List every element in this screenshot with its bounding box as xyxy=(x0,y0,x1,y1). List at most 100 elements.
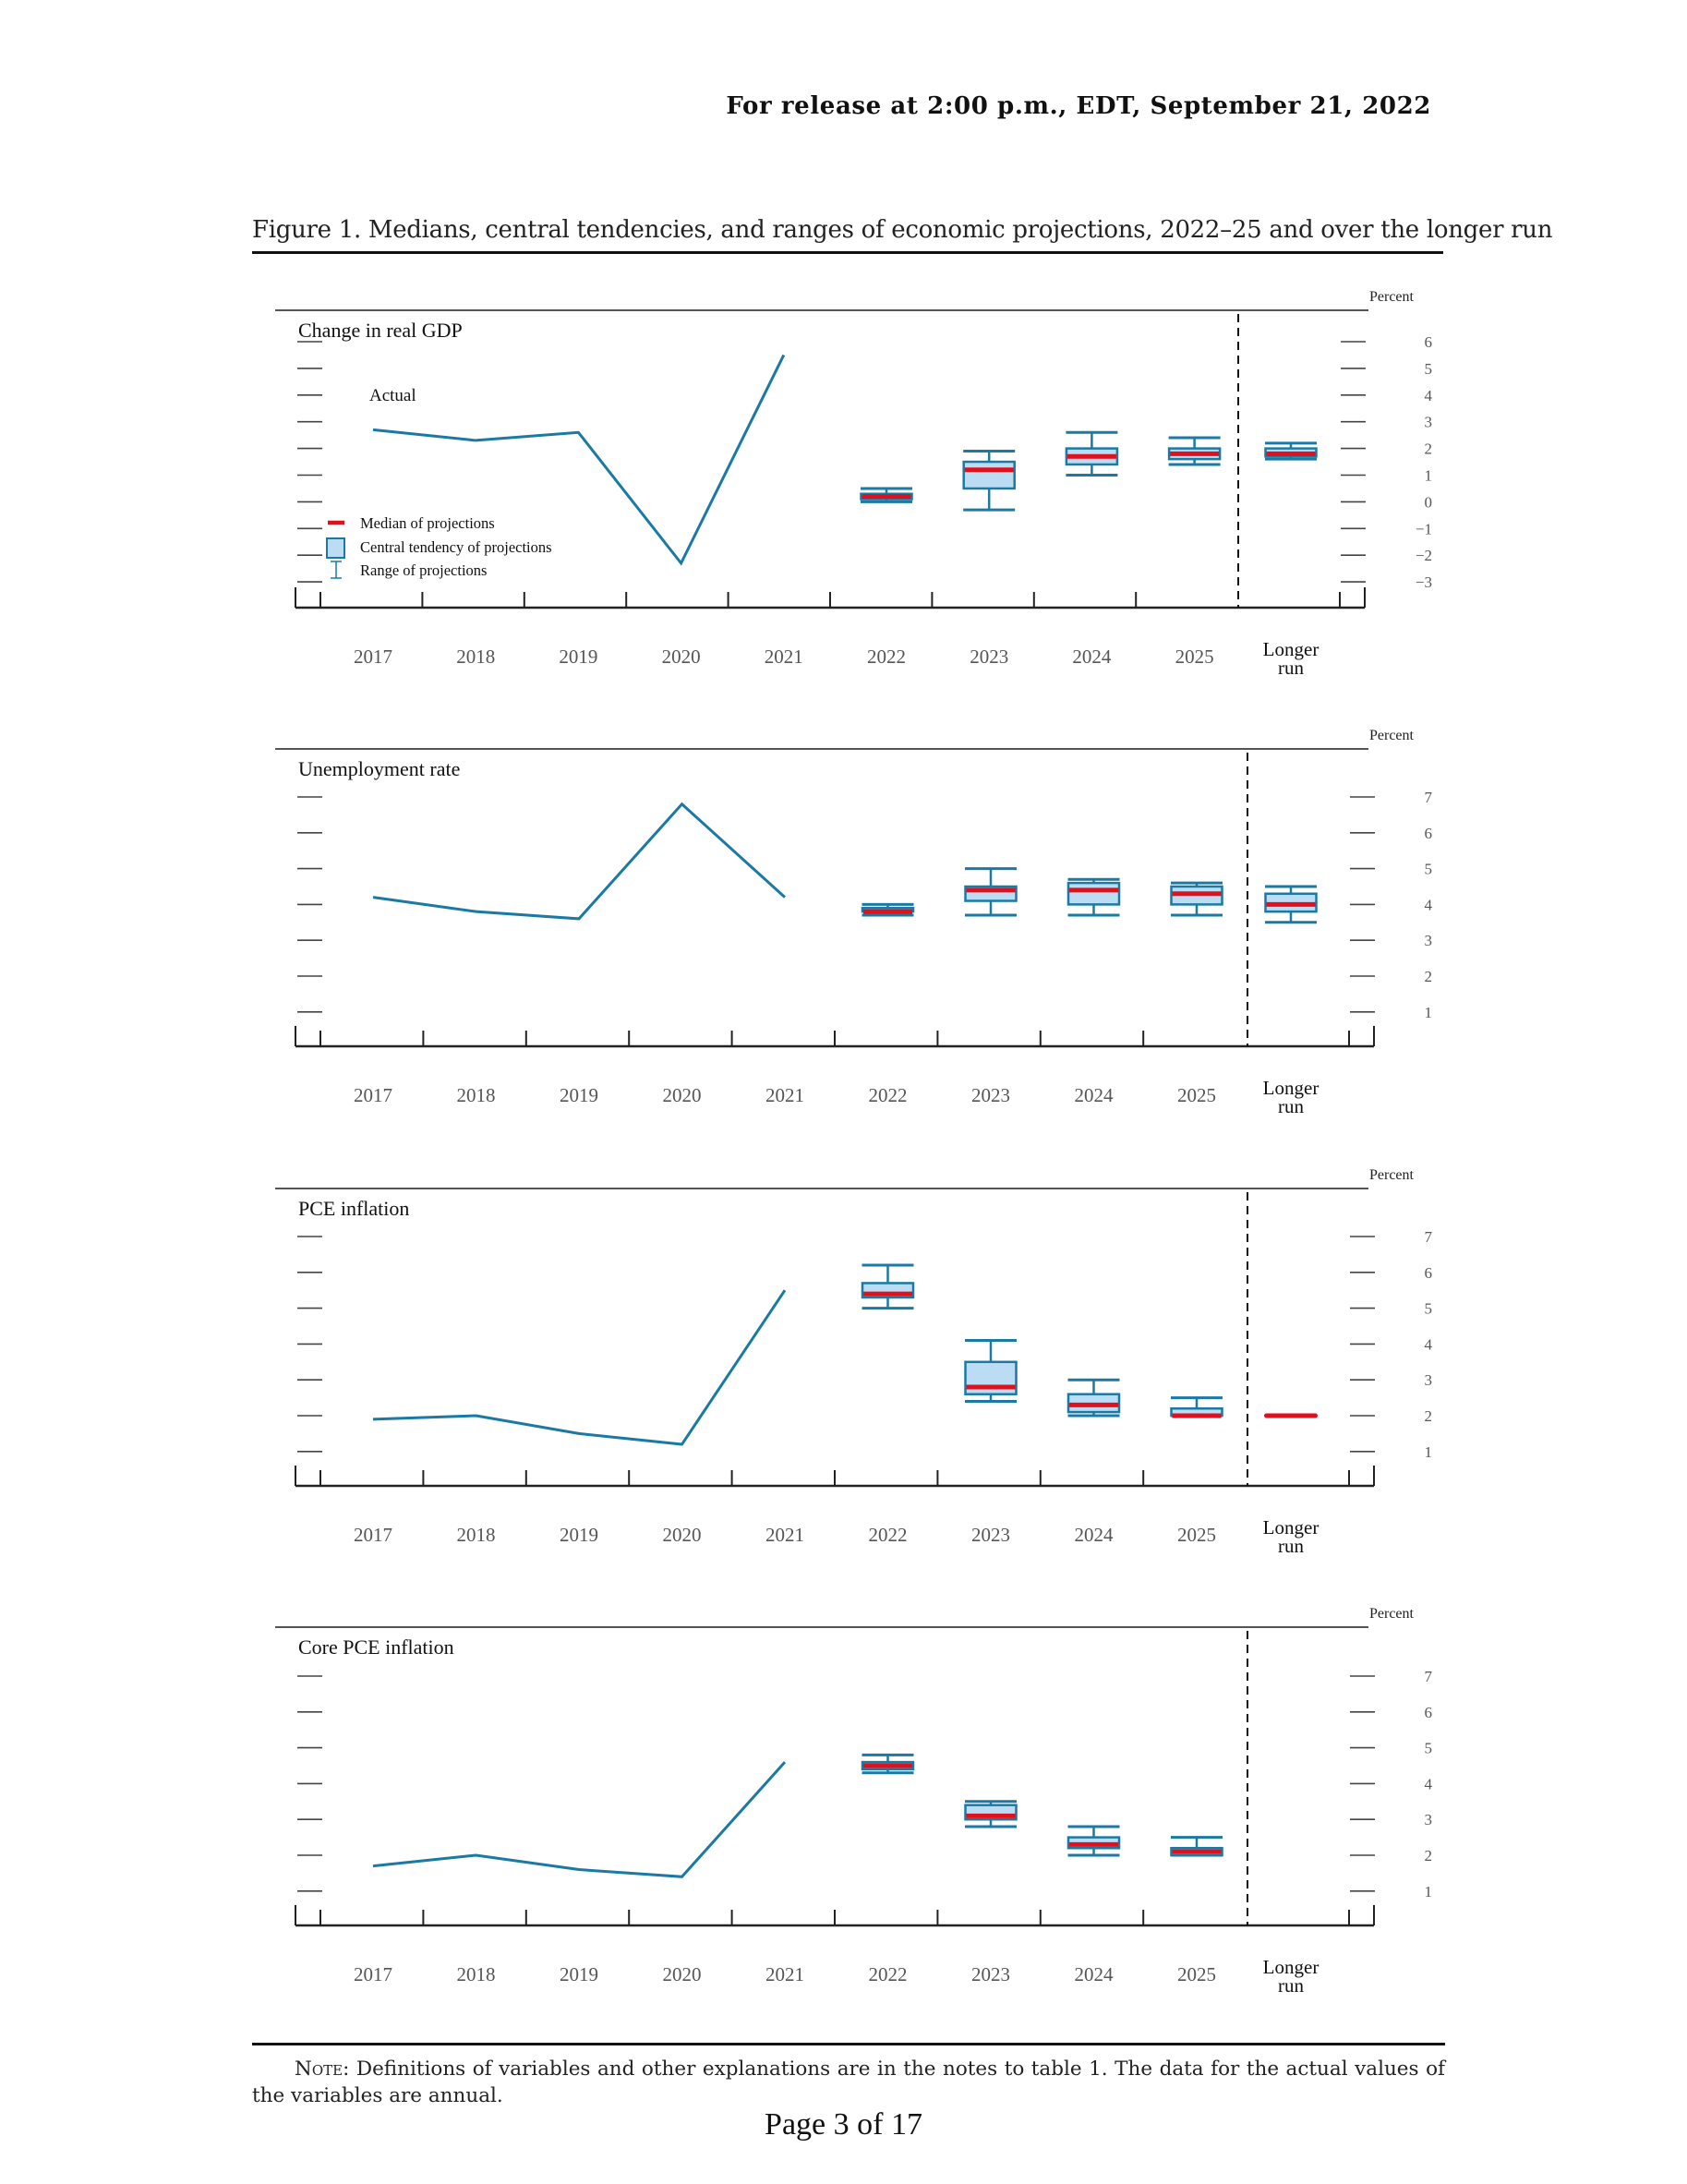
actual-label: Actual xyxy=(369,386,416,405)
x-tick-label: 2021 xyxy=(765,1524,804,1546)
x-tick-label: 2024 xyxy=(1075,1084,1115,1106)
legend: Median of projections Central tendency of… xyxy=(326,514,552,579)
projection-2023 xyxy=(962,449,1016,512)
actual-line xyxy=(372,802,787,921)
y-tick-label: 7 xyxy=(1425,1228,1433,1246)
y-tick-label: 6 xyxy=(1425,1704,1433,1721)
x-tick-label: 2019 xyxy=(559,646,597,668)
x-tick-label: 2025 xyxy=(1177,1524,1216,1546)
chart-panel-3: Percent Core PCE inflation 7 6 5 4 3 2 1 2017 2018… xyxy=(275,1606,1433,1997)
x-tick-label: 2021 xyxy=(765,1963,804,1985)
x-tick-label: 2023 xyxy=(970,646,1008,668)
legend-median-label: Median of projections xyxy=(360,514,495,532)
y-tick-label: 2 xyxy=(1425,968,1433,985)
y-tick-label: 6 xyxy=(1425,333,1433,351)
x-tick-label: 2025 xyxy=(1177,1084,1216,1106)
x-tick-label: 2021 xyxy=(765,1084,804,1106)
y-tick-label: 1 xyxy=(1425,1443,1433,1461)
x-tick-label: 2017 xyxy=(354,646,392,668)
unit-label: Percent xyxy=(1369,289,1415,305)
x-tick-label: 2018 xyxy=(457,1524,496,1546)
release-header: For release at 2:00 p.m., EDT, September… xyxy=(726,92,1431,120)
x-tick-label-run: run xyxy=(1278,1535,1304,1557)
note-label: Note: xyxy=(295,2057,350,2081)
y-tick-label: 4 xyxy=(1425,1775,1433,1792)
unit-label: Percent xyxy=(1369,1167,1415,1183)
actual-line xyxy=(372,354,786,566)
y-tick-label: 7 xyxy=(1425,789,1433,806)
y-tick-label: 2 xyxy=(1425,1407,1433,1425)
x-tick-label: 2020 xyxy=(663,1963,702,1985)
x-tick-label-run: run xyxy=(1278,1095,1304,1117)
x-tick-label: 2022 xyxy=(869,1524,908,1546)
x-tick-label: 2022 xyxy=(867,646,906,668)
x-tick-label: 2024 xyxy=(1075,1524,1115,1546)
x-tick-label: 2025 xyxy=(1177,1963,1216,1985)
x-tick-label: 2022 xyxy=(869,1084,908,1106)
projection-2024 xyxy=(1066,877,1121,917)
x-tick-label: 2019 xyxy=(560,1963,598,1985)
projection-2024 xyxy=(1065,430,1119,477)
y-tick-label: 2 xyxy=(1425,440,1433,458)
x-tick-label: 2020 xyxy=(662,646,701,668)
projection-2023 xyxy=(964,867,1018,917)
chart-panel-2: Percent PCE inflation 7 6 5 4 3 2 1 2017 2018 2019 2… xyxy=(275,1167,1433,1557)
projection-2025 xyxy=(1167,436,1222,466)
actual-line xyxy=(372,1761,787,1878)
x-tick-label-longer: Longer xyxy=(1263,1956,1319,1978)
projection-2025 xyxy=(1170,881,1223,917)
projection-longer-run xyxy=(1264,441,1318,461)
projection-2025 xyxy=(1170,1836,1223,1857)
x-tick-label: 2021 xyxy=(765,646,803,668)
projection-2022 xyxy=(860,487,913,503)
projection-2022 xyxy=(861,902,915,917)
y-tick-label: 4 xyxy=(1425,896,1433,913)
figure-title-rule xyxy=(252,251,1443,254)
x-tick-label-run: run xyxy=(1278,657,1304,679)
projection-longer-run xyxy=(1264,885,1318,924)
x-tick-label: 2023 xyxy=(971,1963,1010,1985)
x-tick-label: 2019 xyxy=(560,1084,598,1106)
chart-title: Change in real GDP xyxy=(298,319,463,342)
y-tick-label: 3 xyxy=(1425,932,1433,949)
y-tick-label: 1 xyxy=(1425,467,1433,485)
y-tick-label: 5 xyxy=(1425,1740,1433,1757)
projection-2024 xyxy=(1066,1825,1121,1857)
note-text: Definitions of variables and other expla… xyxy=(252,2057,1445,2107)
y-tick-label: 7 xyxy=(1425,1668,1433,1685)
y-tick-label: −3 xyxy=(1416,573,1432,591)
chart-panel-1: Percent Unemployment rate 7 6 5 4 3 2 1 2017 2018 2… xyxy=(275,728,1433,1117)
projection-2023 xyxy=(964,1800,1018,1828)
legend-central-tendency-swatch xyxy=(326,537,345,559)
x-tick-label: 2023 xyxy=(971,1524,1010,1546)
x-tick-label-longer: Longer xyxy=(1263,638,1319,660)
x-tick-label: 2018 xyxy=(456,646,495,668)
y-tick-label: −2 xyxy=(1416,547,1432,564)
x-tick-label: 2018 xyxy=(457,1084,496,1106)
actual-line xyxy=(372,1289,787,1446)
legend-range-label: Range of projections xyxy=(360,561,487,579)
y-tick-label: 2 xyxy=(1425,1847,1433,1864)
x-tick-label: 2023 xyxy=(971,1084,1010,1106)
y-tick-label: 3 xyxy=(1425,1811,1433,1828)
x-tick-label: 2020 xyxy=(663,1524,702,1546)
chart-title: Core PCE inflation xyxy=(298,1635,454,1659)
y-tick-label: 6 xyxy=(1425,825,1433,842)
x-tick-label: 2018 xyxy=(457,1963,496,1985)
chart-title: PCE inflation xyxy=(298,1197,409,1220)
chart-title: Unemployment rate xyxy=(298,757,460,780)
x-tick-label: 2017 xyxy=(354,1524,392,1546)
figure-note: Note: Definitions of variables and other… xyxy=(252,2056,1445,2109)
y-tick-label: 3 xyxy=(1425,414,1433,431)
central-tendency-box xyxy=(964,1360,1018,1395)
projection-2023 xyxy=(964,1339,1018,1403)
y-tick-label: 5 xyxy=(1425,1300,1433,1318)
projection-2022 xyxy=(861,1753,915,1775)
x-tick-label: 2017 xyxy=(354,1963,392,1985)
projection-2024 xyxy=(1066,1378,1121,1418)
x-tick-label: 2017 xyxy=(354,1084,392,1106)
central-tendency-box xyxy=(962,460,1016,490)
x-tick-label: 2025 xyxy=(1175,646,1214,668)
x-tick-label: 2024 xyxy=(1075,1963,1115,1985)
y-tick-label: 1 xyxy=(1425,1883,1433,1900)
